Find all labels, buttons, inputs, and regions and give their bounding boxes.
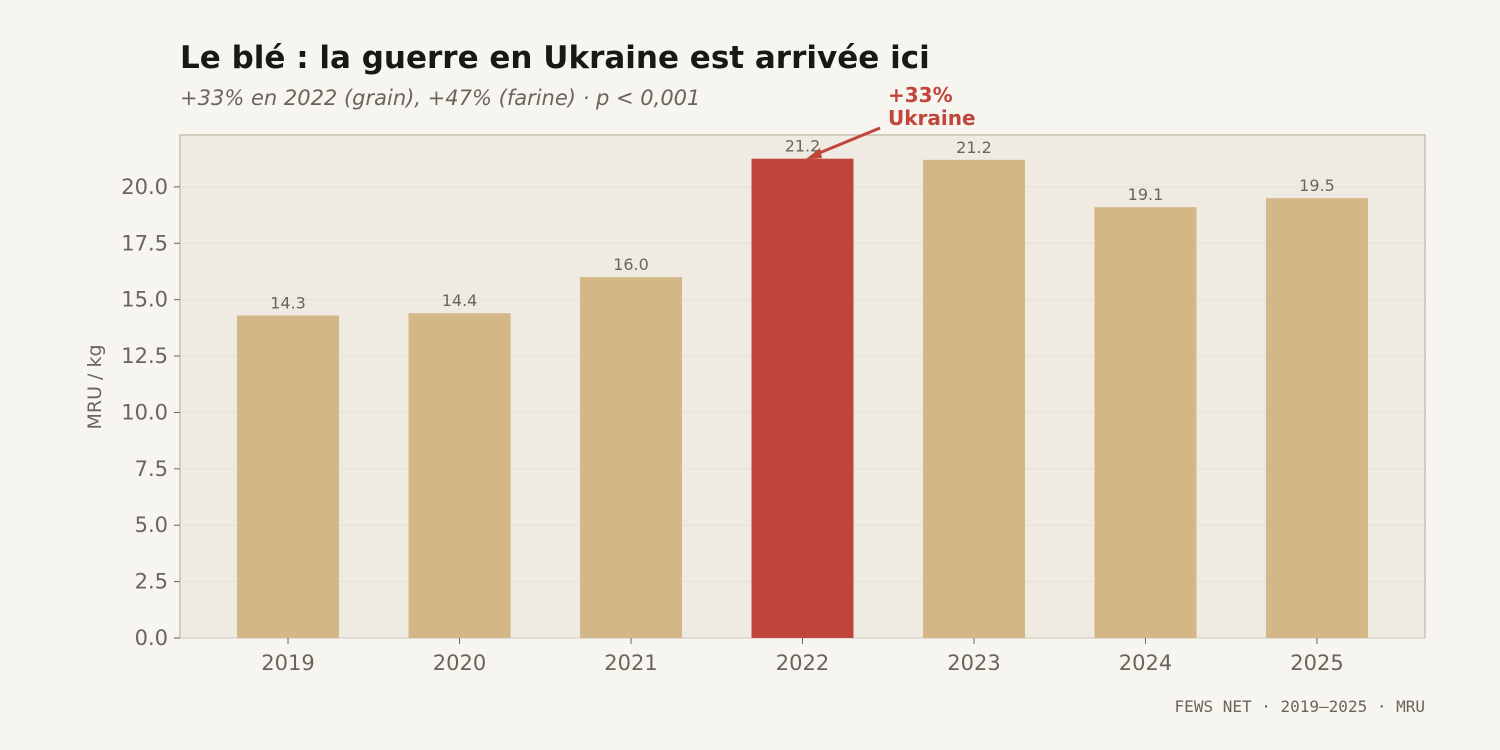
bar-2025 xyxy=(1265,198,1368,638)
bar-2023 xyxy=(922,159,1025,639)
x-tick-label: 2023 xyxy=(947,651,1000,675)
arrow-head-icon xyxy=(806,148,822,159)
data-label: 21.2 xyxy=(956,138,992,157)
y-tick-label: 17.5 xyxy=(121,231,168,255)
x-tick-label: 2024 xyxy=(1119,651,1172,675)
chart-subtitle: +33% en 2022 (grain), +47% (farine) · p … xyxy=(180,86,700,110)
data-label: 19.5 xyxy=(1299,176,1335,195)
data-label: 16.0 xyxy=(613,255,649,274)
x-tick-label: 2022 xyxy=(776,651,829,675)
source-note: FEWS NET · 2019–2025 · MRU xyxy=(1175,697,1425,716)
data-label: 21.2 xyxy=(785,137,821,156)
x-tick-label: 2019 xyxy=(261,651,314,675)
annotation-line2: Ukraine xyxy=(888,106,976,130)
x-tick-label: 2020 xyxy=(433,651,486,675)
y-tick-label: 15.0 xyxy=(121,288,168,312)
x-tick-label: 2021 xyxy=(604,651,657,675)
annotation: +33% Ukraine xyxy=(806,83,976,159)
bar-2021 xyxy=(580,277,683,638)
bar-2019 xyxy=(237,315,340,638)
y-tick-label: 10.0 xyxy=(121,400,168,424)
annotation-line1: +33% xyxy=(888,83,953,107)
bar-2020 xyxy=(408,313,511,638)
data-label: 19.1 xyxy=(1128,185,1164,204)
x-tick-label: 2025 xyxy=(1290,651,1343,675)
chart-title: Le blé : la guerre en Ukraine est arrivé… xyxy=(180,40,930,76)
annotation-arrow xyxy=(811,126,881,158)
y-tick-label: 12.5 xyxy=(121,344,168,368)
y-tick-label: 20.0 xyxy=(121,175,168,199)
bar-2022 xyxy=(751,158,854,639)
data-label: 14.3 xyxy=(270,293,306,312)
y-tick-label: 0.0 xyxy=(135,626,168,650)
y-tick-label: 2.5 xyxy=(135,570,168,594)
data-label: 14.4 xyxy=(442,291,478,310)
y-axis-label: MRU / kg xyxy=(84,344,106,429)
y-tick-label: 5.0 xyxy=(135,513,168,537)
y-tick-label: 7.5 xyxy=(135,457,168,481)
bar-2024 xyxy=(1094,207,1197,638)
